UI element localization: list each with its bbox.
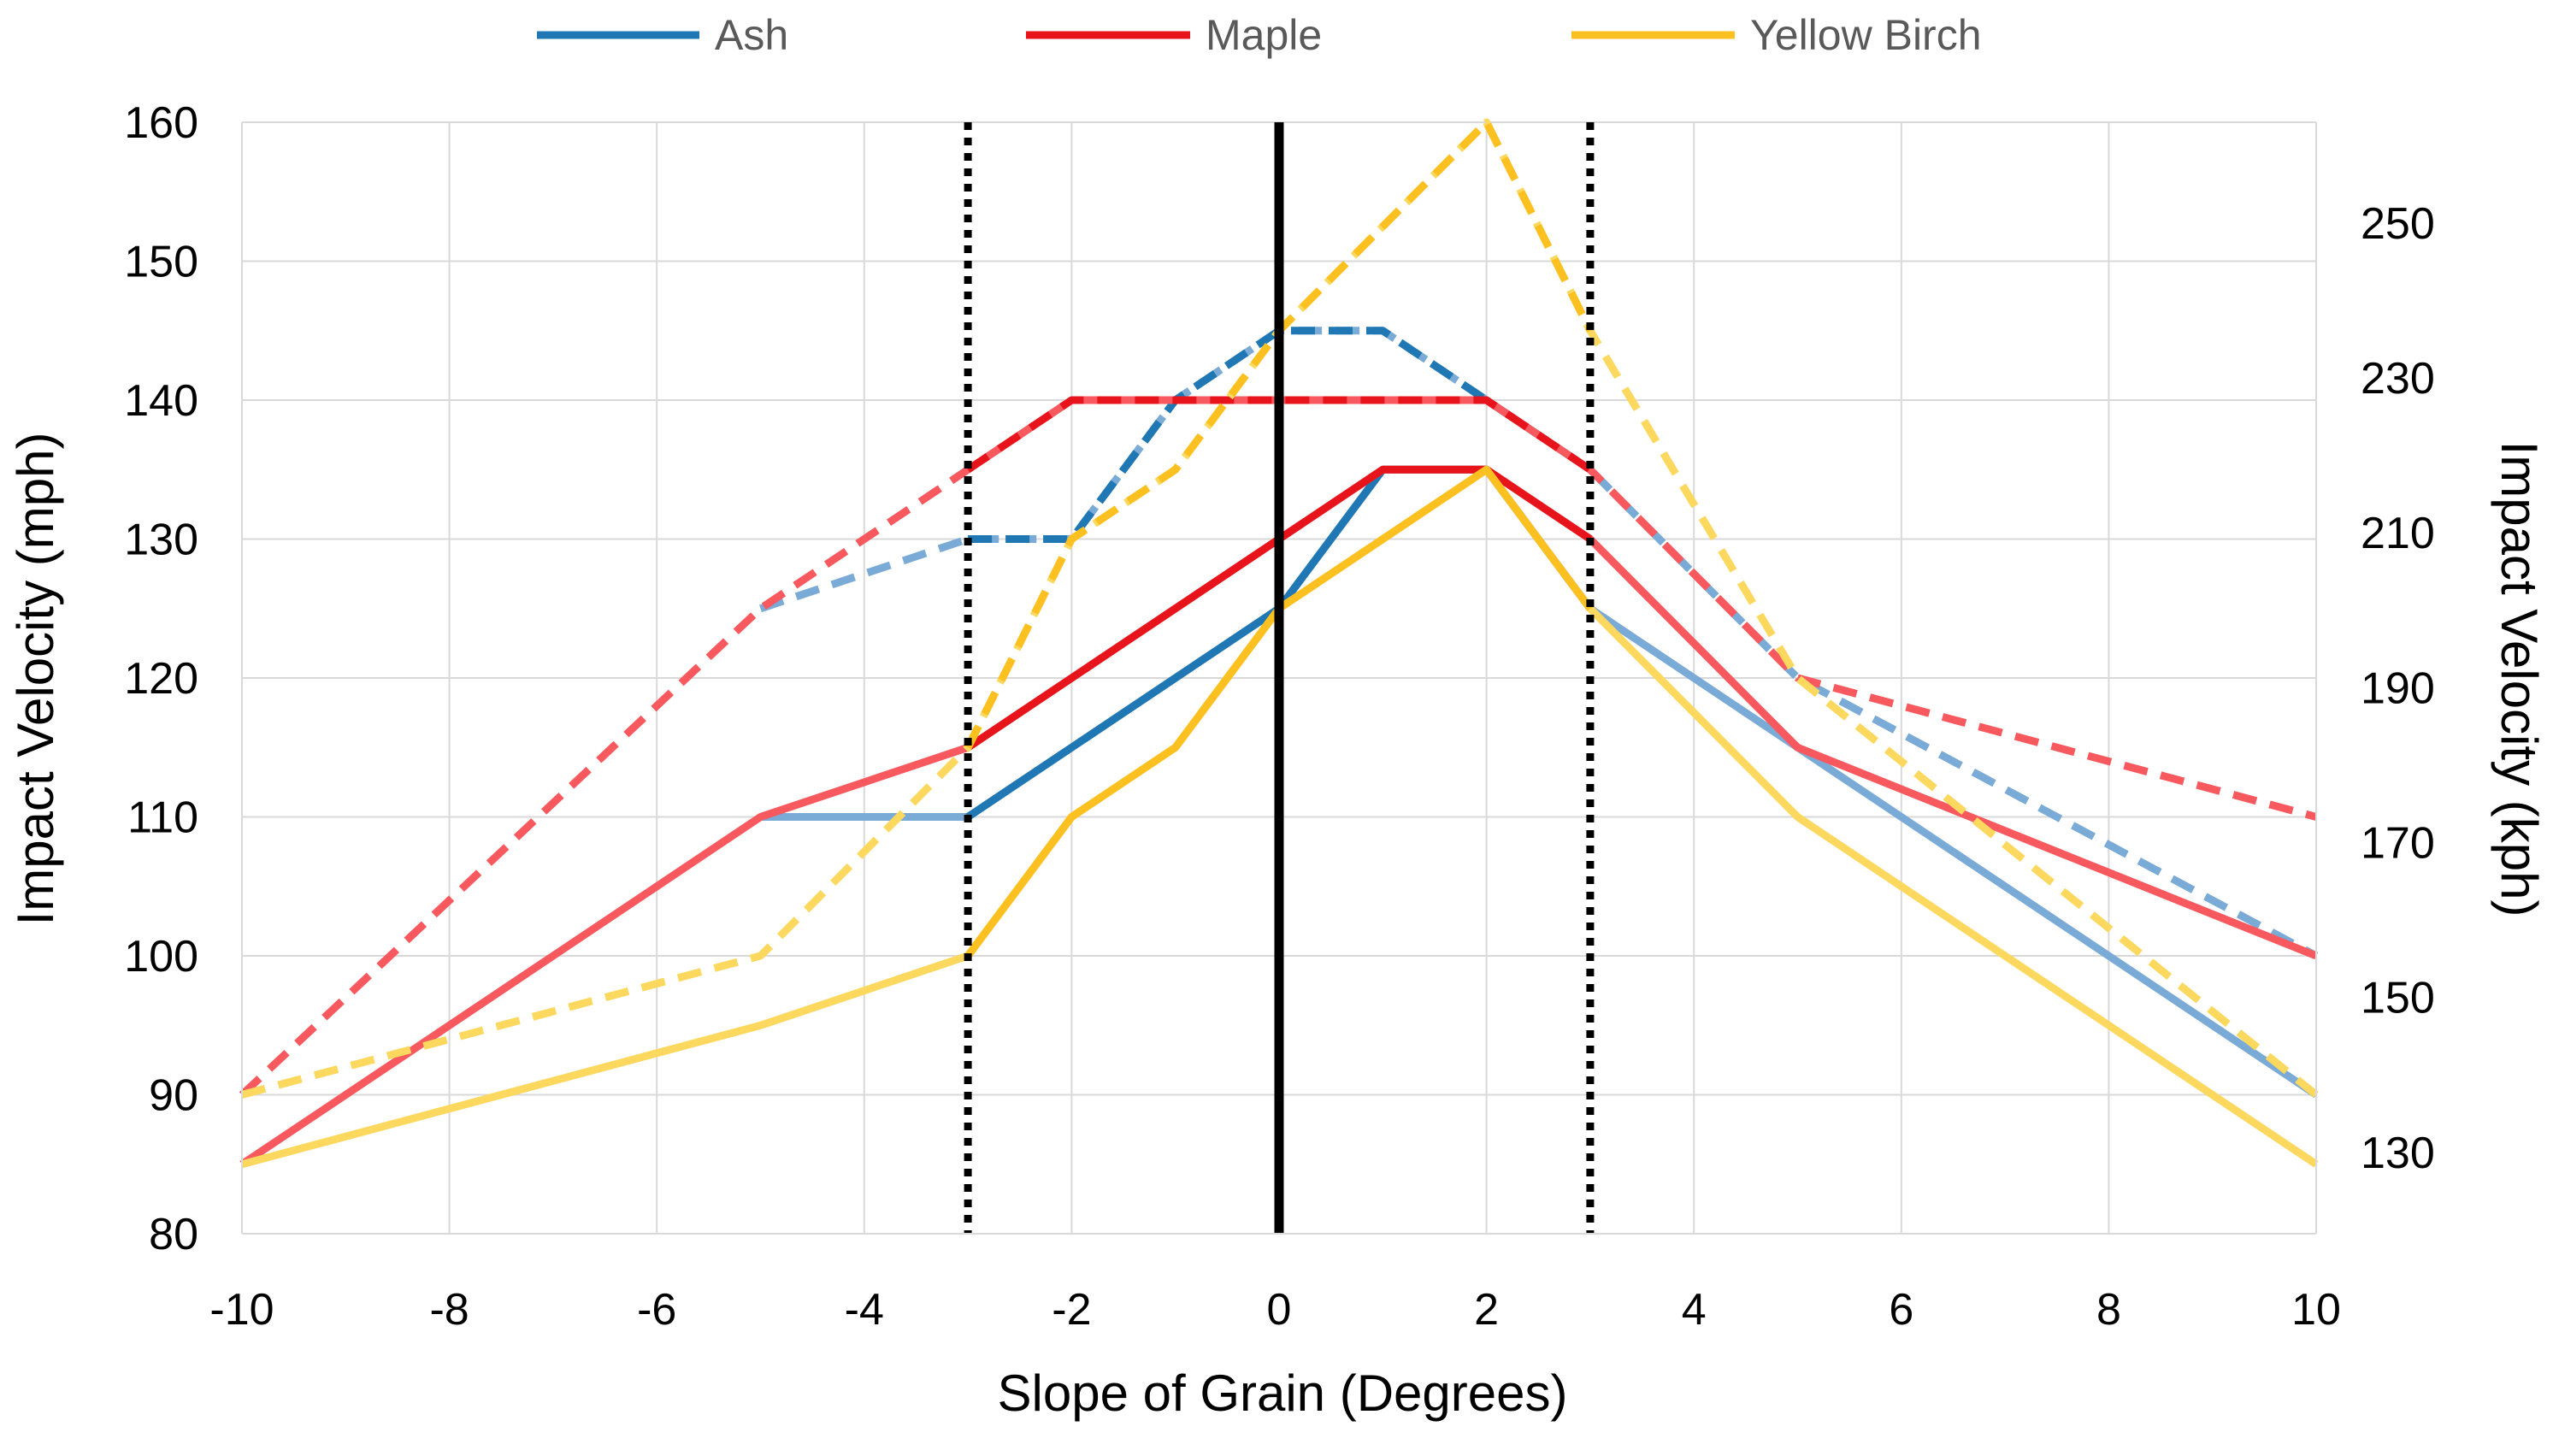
yellow-birch-dashed-line-core [964, 118, 1594, 750]
y-axis-title: Impact Velocity (mph) [7, 433, 64, 926]
y-tick-label: 100 [124, 932, 198, 981]
x-tick-label: -4 [845, 1285, 884, 1335]
y2-tick-label: 170 [2361, 819, 2435, 869]
legend-label-maple: Maple [1206, 11, 1322, 59]
x-tick-label: -2 [1052, 1285, 1091, 1335]
yellow-birch-solid-line-core [964, 465, 1594, 958]
x-tick-label: 10 [2291, 1285, 2341, 1335]
x-tick-label: -8 [429, 1285, 469, 1335]
y-tick-label: 80 [149, 1210, 198, 1259]
maple-solid-line-core [965, 465, 1593, 752]
y-tick-label: 160 [124, 98, 198, 148]
y2-tick-label: 150 [2361, 974, 2435, 1023]
x-tick-label: 2 [1474, 1285, 1499, 1335]
y2-tick-label: 210 [2361, 509, 2435, 558]
legend-label-yellow-birch: Yellow Birch [1750, 11, 1982, 59]
x-axis-title: Slope of Grain (Degrees) [998, 1365, 1568, 1422]
y2-tick-label: 230 [2361, 354, 2435, 404]
reference-lines [964, 122, 1595, 1234]
x-tick-label: 4 [1682, 1285, 1707, 1335]
y2-axis-title: Impact Velocity (kph) [2491, 441, 2548, 917]
x-tick-label: -6 [637, 1285, 676, 1335]
legend: Ash Maple Yellow Birch [537, 11, 1982, 59]
y-tick-label: 110 [127, 793, 198, 843]
y2-tick-label: 190 [2361, 663, 2435, 713]
legend-label-ash: Ash [715, 11, 788, 59]
y-tick-label: 130 [124, 516, 198, 565]
yellow-birch-dashed-line-outer [240, 118, 2319, 1099]
x-tick-label: 0 [1267, 1285, 1292, 1335]
maple-dashed-line-core [965, 396, 1593, 474]
series-lines [239, 118, 2319, 1169]
x-tick-label: 8 [2096, 1285, 2121, 1335]
x-tick-label: -10 [209, 1285, 274, 1335]
axes: -10 -8 -6 -4 -2 0 2 4 6 8 10 80 90 100 110 120 130 140 150… [124, 98, 2435, 1335]
x-tick-label: 6 [1889, 1285, 1913, 1335]
y2-tick-label: 250 [2361, 199, 2435, 249]
y-tick-label: 120 [124, 654, 198, 704]
y-tick-label: 150 [124, 238, 198, 287]
y-tick-label: 90 [149, 1071, 198, 1121]
y2-tick-label: 130 [2361, 1129, 2435, 1178]
y-tick-label: 140 [124, 376, 198, 426]
